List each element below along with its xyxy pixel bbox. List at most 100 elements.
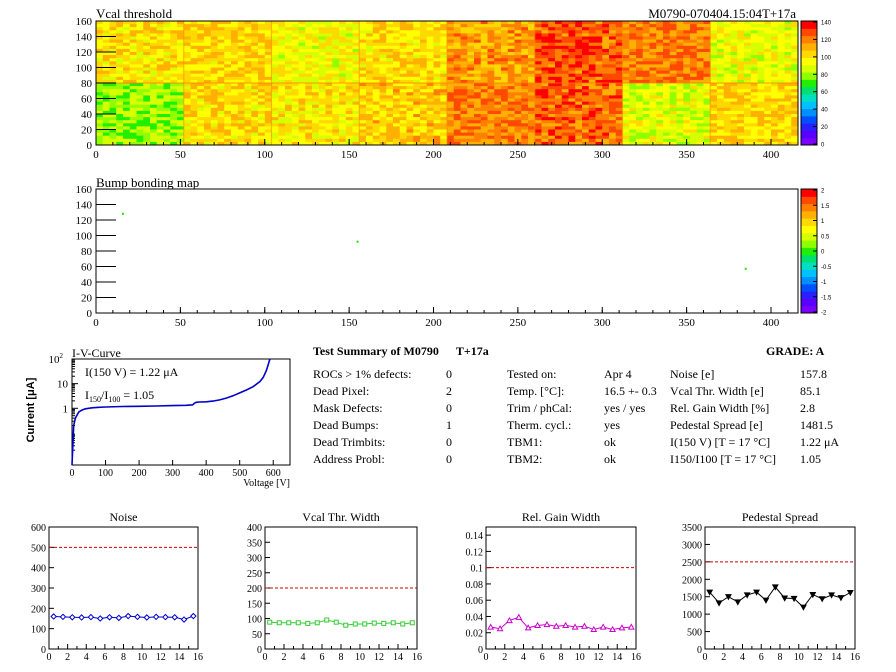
heatmap-cell <box>291 141 299 146</box>
heatmap-cell <box>150 52 158 56</box>
heatmap-cell <box>521 117 529 121</box>
heatmap-cell <box>521 27 529 31</box>
heatmap-cell <box>143 101 151 105</box>
heatmap-cell <box>683 114 691 118</box>
heatmap-cell <box>197 86 205 90</box>
heatmap-cell <box>602 141 610 146</box>
heatmap-cell <box>575 120 583 124</box>
heatmap-cell <box>170 120 178 124</box>
heatmap-cell <box>460 48 468 53</box>
heatmap-cell <box>102 67 110 71</box>
heatmap-cell <box>285 110 293 115</box>
heatmap-cell <box>771 48 779 53</box>
heatmap-cell <box>433 55 441 59</box>
heatmap-cell <box>696 83 704 87</box>
heatmap-cell <box>514 58 522 62</box>
heatmap-cell <box>258 42 266 47</box>
gain_width-x-tick-label: 12 <box>594 652 604 663</box>
sum-mid-value: 16.5 +- 0.3 <box>604 384 657 398</box>
heatmap-cell <box>609 120 617 124</box>
heatmap-cell <box>102 55 110 59</box>
heatmap-cell <box>676 110 684 115</box>
heatmap-cell <box>534 24 542 28</box>
heatmap-cell <box>129 30 137 34</box>
heatmap-cell <box>298 83 306 87</box>
heatmap-cell <box>467 58 475 62</box>
heatmap-cell <box>352 86 360 90</box>
heatmap-cell <box>561 55 569 59</box>
heatmap-cell <box>494 123 502 127</box>
heatmap-cell <box>440 52 448 56</box>
heatmap-cell <box>528 39 536 43</box>
heatmap-cell <box>217 42 225 47</box>
bump-bonding-panel: Bump bonding map 0 50 100 150 200 250 300 350 40… <box>76 175 833 329</box>
heatmap-cell <box>406 33 414 37</box>
heatmap-cell <box>629 27 637 31</box>
color-scale-band <box>801 298 817 307</box>
heatmap-cell <box>271 129 279 133</box>
heatmap-cell <box>332 55 340 59</box>
heatmap-cell <box>730 64 738 68</box>
heatmap-cell <box>291 123 299 127</box>
heatmap-cell <box>784 36 792 40</box>
heatmap-cell <box>494 141 502 146</box>
heatmap-cell <box>285 45 293 50</box>
vcal_width-point <box>390 620 396 626</box>
heatmap-cell <box>224 104 232 109</box>
heatmap-cell <box>609 83 617 87</box>
heatmap-cell <box>656 123 664 127</box>
heatmap-cell <box>426 110 434 115</box>
heatmap-cell <box>217 126 225 130</box>
heatmap-cell <box>629 132 637 136</box>
heatmap-cell <box>183 95 191 99</box>
heatmap-cell <box>359 101 367 105</box>
heatmap-cell <box>717 79 725 84</box>
heatmap-cell <box>474 58 482 62</box>
gain_width-y-tick-label: 0.08 <box>466 580 484 591</box>
heatmap-cell <box>737 24 745 28</box>
heatmap-cell <box>413 126 421 130</box>
heatmap-cell <box>575 42 583 47</box>
heatmap-cell <box>278 101 286 105</box>
heatmap-cell <box>568 141 576 146</box>
heatmap-cell <box>744 117 752 121</box>
vcal_width-x-tick-label: 0 <box>263 652 268 663</box>
heatmap-cell <box>298 129 306 133</box>
heatmap-cell <box>595 21 603 25</box>
heatmap-cell <box>474 135 482 140</box>
heatmap-cell <box>312 107 320 112</box>
heatmap-cell <box>683 117 691 121</box>
heatmap-cell <box>541 55 549 59</box>
heatmap-cell <box>548 55 556 59</box>
heatmap-cell <box>278 33 286 37</box>
heatmap-cell <box>433 132 441 136</box>
heatmap-cell <box>757 58 765 62</box>
noise-x-tick-label: 12 <box>156 652 166 663</box>
heatmap-cell <box>514 24 522 28</box>
heatmap-cell <box>507 42 515 47</box>
heatmap-cell <box>332 126 340 130</box>
heatmap-cell <box>723 107 731 112</box>
heatmap-cell <box>683 52 691 56</box>
heatmap-cell <box>244 39 252 43</box>
heatmap-cell <box>150 24 158 28</box>
heatmap-cell <box>399 55 407 59</box>
heatmap-cell <box>636 42 644 47</box>
heatmap-cell <box>636 98 644 102</box>
heatmap-cell <box>129 98 137 102</box>
heatmap-cell <box>379 61 387 65</box>
heatmap-cell <box>575 123 583 127</box>
ped_spread-point <box>706 589 714 596</box>
color-scale-band <box>801 42 817 51</box>
y-tick-label: 40 <box>81 277 93 289</box>
heatmap-cell <box>723 117 731 121</box>
heatmap-cell <box>190 114 198 118</box>
heatmap-cell <box>298 45 306 50</box>
heatmap-cell <box>514 104 522 109</box>
heatmap-cell <box>116 27 124 31</box>
vcal_width-series-line <box>269 619 413 626</box>
heatmap-cell <box>433 58 441 62</box>
noise-frame <box>48 526 199 650</box>
heatmap-cell <box>777 58 785 62</box>
